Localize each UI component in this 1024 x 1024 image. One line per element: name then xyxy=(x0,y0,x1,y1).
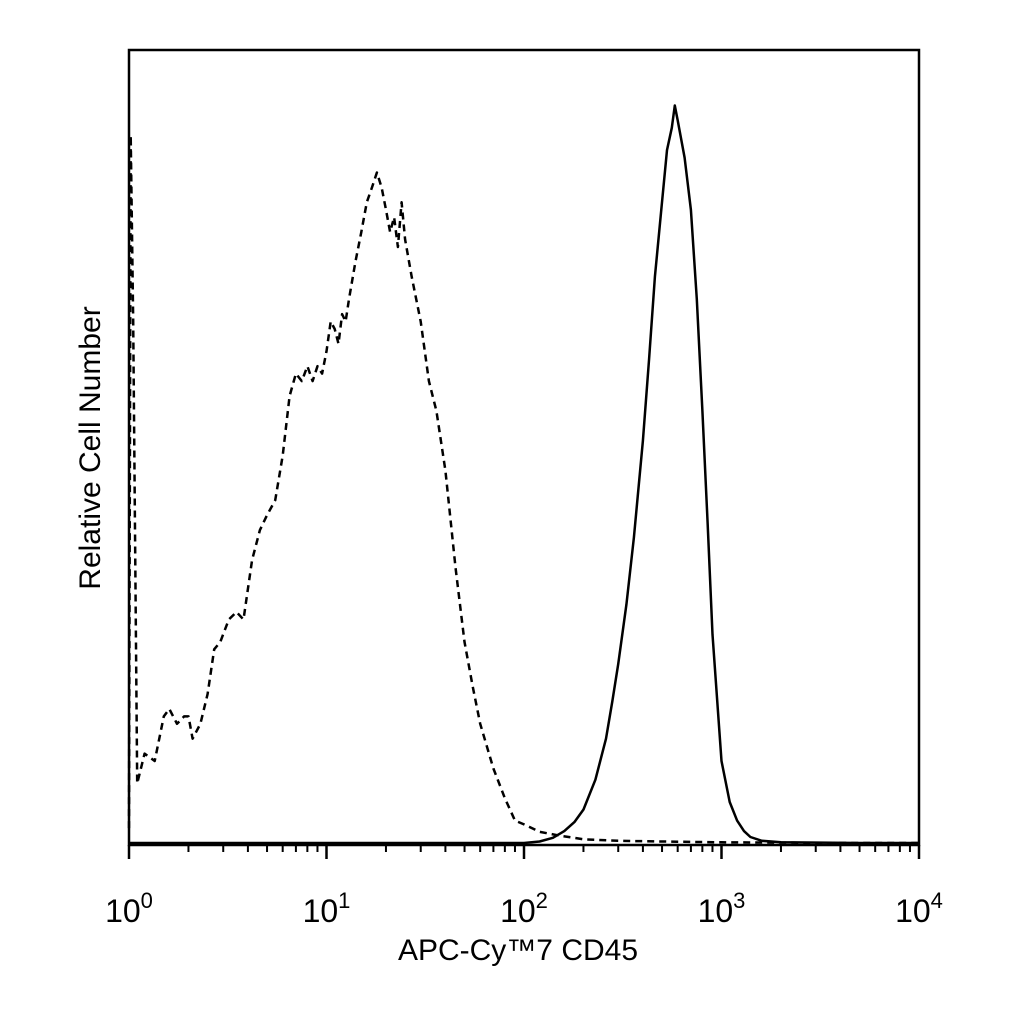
x-tick-label: 103 xyxy=(698,888,746,929)
plot-area-frame xyxy=(127,48,921,847)
x-tick-label: 100 xyxy=(105,888,153,929)
series-layer xyxy=(127,104,919,845)
series-line-dashed xyxy=(127,134,919,845)
x-tick-label: 104 xyxy=(895,888,943,929)
x-axis-label: APC-Cy™7 CD45 xyxy=(398,934,638,967)
y-axis-label: Relative Cell Number xyxy=(74,306,107,589)
series-line-solid xyxy=(129,104,919,845)
x-tick-label: 102 xyxy=(500,888,548,929)
x-tick-label: 101 xyxy=(303,888,351,929)
x-axis-ticks: 100 101 102 103 104 xyxy=(105,845,943,929)
